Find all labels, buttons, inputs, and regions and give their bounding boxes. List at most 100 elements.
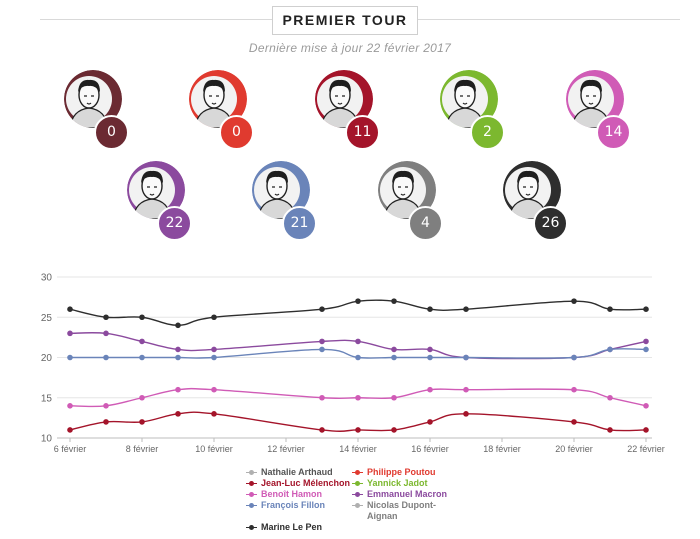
data-point [319,394,325,401]
data-point [355,427,361,433]
legend-item: Nicolas Dupont-Aignan [352,500,442,522]
data-point [139,419,145,425]
data-point [463,306,469,312]
candidate-card: 4 [378,161,443,241]
legend-label: Yannick Jadot [367,478,428,488]
data-point [319,427,325,433]
data-point [175,346,181,353]
legend-item: Marine Le Pen [246,522,322,533]
legend-label: Jean-Luc Mélenchon [261,478,351,488]
legend-item: Nathalie Arthaud [246,467,333,478]
data-point [607,427,613,433]
data-point [571,419,577,425]
legend-label: Marine Le Pen [261,522,323,532]
data-point [427,419,433,425]
data-point [355,394,361,401]
data-point [103,330,109,337]
data-point [463,386,469,393]
data-point [67,427,73,433]
data-point [67,354,73,361]
x-tick-label: 8 février [126,444,159,454]
data-point [391,298,397,304]
score-badge: 22 [157,206,192,241]
data-point [211,386,217,393]
data-point [103,403,109,409]
legend-label: Philippe Poutou [367,467,436,477]
last-update-subtitle: Dernière mise à jour 22 février 2017 [248,41,452,55]
data-point [643,427,649,433]
le-pen-portrait [503,161,561,219]
legend-label: Benoît Hamon [261,489,323,499]
data-point [643,403,649,409]
y-tick-label: 15 [41,393,53,404]
legend-label: Nicolas Dupont-Aignan [367,500,436,521]
legend-item: Yannick Jadot [352,478,428,489]
x-tick-label: 12 février [267,444,305,454]
x-tick-label: 20 février [555,444,593,454]
candidate-card: 22 [127,161,192,241]
x-tick-label: 16 février [411,444,449,454]
data-point [139,314,145,321]
data-point [175,411,181,417]
candidate-card: 0 [64,70,129,150]
polling-line-chart: 10 15 20 25 30 6 février 8 février 10 février 12… [41,273,665,455]
data-point [139,354,145,361]
jadot-portrait [440,70,498,128]
score-badge: 4 [408,206,443,241]
data-point [175,386,181,393]
data-point [607,394,613,401]
data-point [643,346,649,353]
data-point [211,346,217,353]
data-point [175,322,181,329]
score-badge: 2 [470,115,505,150]
data-point [103,419,109,425]
legend-label: Emmanuel Macron [367,489,448,499]
legend-item: Philippe Poutou [352,467,436,478]
data-point [211,411,217,417]
data-point [391,354,397,361]
legend-marker-icon [246,525,257,531]
legend-marker-icon [246,470,257,476]
data-point [355,354,361,361]
score-badge: 0 [219,115,254,150]
candidate-card: 11 [315,70,380,150]
data-point [427,306,433,312]
legend-item: François Fillon [246,500,325,511]
legend-marker-icon [246,503,257,509]
candidate-card: 21 [252,161,317,241]
melenchon-portrait [315,70,373,128]
data-point [211,354,217,361]
y-tick-label: 10 [41,434,53,445]
data-point [427,346,433,353]
y-tick-label: 20 [41,353,53,364]
data-point [571,298,577,304]
candidate-card: 0 [189,70,254,150]
data-point [355,338,361,345]
data-point [463,354,469,361]
data-point [67,330,73,337]
score-badge: 21 [282,206,317,241]
candidate-card: 14 [566,70,631,150]
score-badge: 14 [596,115,631,150]
data-point [139,394,145,401]
legend-marker-icon [352,503,363,509]
data-point [391,346,397,353]
legend-marker-icon [246,481,257,487]
data-point [67,306,73,312]
x-tick-label: 18 février [483,444,521,454]
legend-item: Benoît Hamon [246,489,322,500]
x-tick-label: 22 février [627,444,665,454]
data-point [139,338,145,345]
legend-marker-icon [352,481,363,487]
data-point [319,338,325,345]
data-point [571,354,577,361]
data-point [391,427,397,433]
data-point [67,403,73,409]
page-title: PREMIER TOUR [272,6,418,35]
data-point [571,386,577,393]
score-badge: 0 [94,115,129,150]
data-point [103,354,109,361]
candidate-card: 2 [440,70,505,150]
legend-item: Emmanuel Macron [352,489,447,500]
data-point [355,298,361,304]
